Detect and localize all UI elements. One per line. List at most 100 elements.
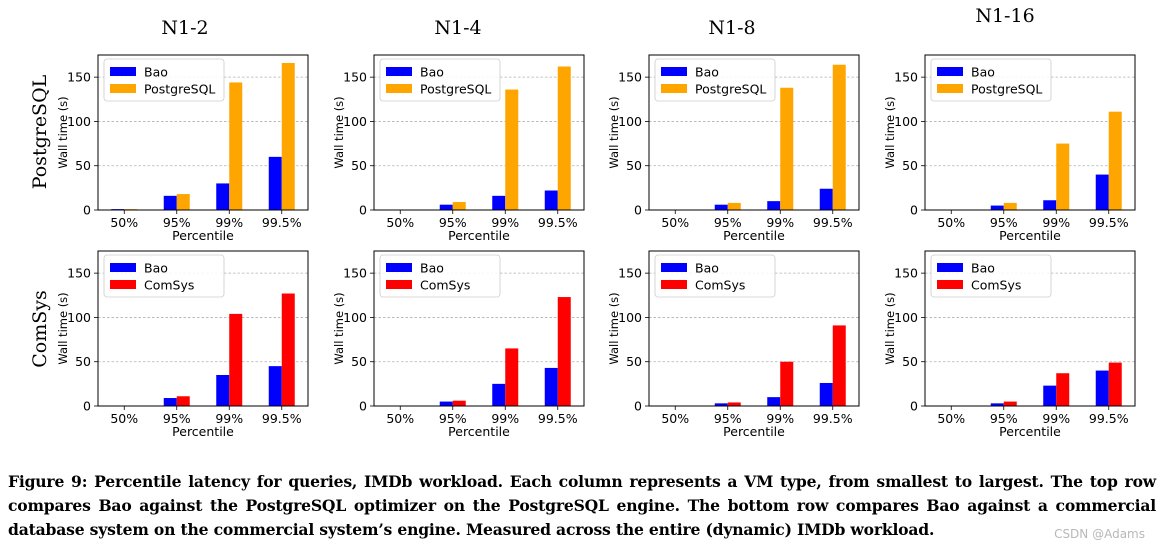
plot-frame [97, 54, 309, 211]
bar-bao-99% [767, 397, 781, 406]
bar-comsys-99% [229, 313, 243, 406]
x-tick-label: 50% [937, 411, 965, 426]
bar-bao-99.5% [544, 367, 558, 406]
legend-label-bao: Bao [971, 65, 995, 80]
column-title: N1-4 [434, 17, 481, 39]
legend-swatch-bao [937, 67, 963, 76]
chart-panel-postgresql-n1-2: 50% 95% 99% 99.5% 0 50 100 150 Percentile Wall ti… [56, 54, 309, 243]
legend-label-bao: Bao [420, 65, 444, 80]
legend-swatch-postgresql [661, 84, 687, 93]
chart-panel-comsys-n1-2: 50% 95% 99% 99.5% 0 50 100 150 Percentile Wall ti… [56, 250, 309, 439]
x-tick-label: 95% [714, 411, 742, 426]
bar-postgresql-99% [1056, 143, 1070, 210]
x-tick-label: 95% [439, 411, 467, 426]
bar-comsys-95% [1003, 401, 1017, 406]
y-tick-label: 0 [634, 399, 642, 414]
x-tick-label: 95% [714, 215, 742, 230]
x-tick-label: 99.5% [1089, 215, 1129, 230]
bar-bao-99.5% [819, 188, 833, 210]
x-tick-label: 50% [661, 411, 689, 426]
y-axis-label: Wall time (s) [607, 96, 621, 168]
bar-bao-99% [1043, 200, 1057, 210]
bar-postgresql-95% [176, 194, 190, 210]
row-label: ComSys [29, 290, 51, 368]
y-tick-label: 150 [67, 70, 91, 85]
legend-swatch-postgresql [110, 84, 136, 93]
legend-swatch-bao [110, 263, 136, 272]
bar-bao-99% [1043, 385, 1057, 406]
y-tick-label: 0 [634, 203, 642, 218]
bar-bao-99% [216, 375, 230, 406]
y-tick-label: 100 [894, 310, 918, 325]
bar-comsys-99% [780, 361, 794, 406]
y-tick-label: 150 [618, 266, 642, 281]
chart-panel-postgresql-n1-16: 50% 95% 99% 99.5% 0 50 100 150 Percentile Wall ti… [883, 54, 1136, 243]
bar-comsys-99.5% [281, 293, 295, 406]
x-axis-label: Percentile [448, 424, 510, 439]
x-axis-label: Percentile [172, 424, 234, 439]
legend-label-comsys: ComSys [144, 278, 194, 293]
watermark: CSDN @Adams [1054, 527, 1145, 541]
bar-bao-95% [714, 204, 728, 210]
chart-panel-postgresql-n1-4: 50% 95% 99% 99.5% 0 50 100 150 Percentile Wall ti… [332, 54, 585, 243]
x-tick-label: 50% [386, 215, 414, 230]
y-axis-label: Wall time (s) [56, 292, 70, 364]
bar-bao-95% [163, 398, 177, 406]
bar-postgresql-99.5% [281, 62, 295, 210]
y-axis-label: Wall time (s) [607, 292, 621, 364]
x-tick-label: 50% [937, 215, 965, 230]
legend-label-postgresql: PostgreSQL [420, 82, 491, 97]
bar-postgresql-99% [505, 89, 519, 210]
x-tick-label: 99% [215, 411, 243, 426]
y-axis-label: Wall time (s) [332, 96, 346, 168]
bar-postgresql-99.5% [1108, 111, 1122, 210]
x-tick-label: 50% [661, 215, 689, 230]
plot-frame [924, 250, 1136, 407]
x-tick-label: 99.5% [538, 215, 578, 230]
y-tick-label: 50 [351, 158, 367, 173]
y-tick-label: 0 [83, 203, 91, 218]
y-tick-label: 100 [894, 114, 918, 129]
bar-bao-99.5% [1095, 174, 1109, 210]
bar-bao-95% [439, 401, 453, 406]
legend-label-comsys: ComSys [971, 278, 1021, 293]
chart-panel-comsys-n1-16: 50% 95% 99% 99.5% 0 50 100 150 Percentile Wall ti… [883, 250, 1136, 439]
bar-comsys-99.5% [557, 297, 571, 406]
bar-bao-99.5% [819, 382, 833, 406]
x-tick-label: 99.5% [813, 411, 853, 426]
bar-comsys-95% [452, 400, 466, 406]
column-title: N1-2 [161, 17, 208, 39]
bar-bao-95% [990, 205, 1004, 210]
bar-postgresql-95% [727, 202, 741, 210]
plot-frame [373, 250, 585, 407]
legend-label-bao: Bao [695, 65, 719, 80]
legend-swatch-comsys [386, 280, 412, 289]
bar-comsys-99.5% [832, 325, 846, 406]
bar-bao-99.5% [268, 156, 282, 210]
x-axis-label: Percentile [999, 228, 1061, 243]
bar-postgresql-99.5% [832, 64, 846, 210]
y-tick-label: 100 [618, 310, 642, 325]
y-tick-label: 100 [618, 114, 642, 129]
x-tick-label: 99.5% [813, 215, 853, 230]
x-axis-label: Percentile [723, 228, 785, 243]
x-tick-label: 95% [990, 411, 1018, 426]
bar-comsys-99% [505, 348, 519, 406]
y-tick-label: 50 [75, 354, 91, 369]
y-tick-label: 0 [910, 203, 918, 218]
y-tick-label: 150 [343, 266, 367, 281]
legend-swatch-bao [937, 263, 963, 272]
x-tick-label: 99.5% [1089, 411, 1129, 426]
y-tick-label: 50 [902, 158, 918, 173]
y-tick-label: 0 [359, 203, 367, 218]
legend-label-comsys: ComSys [695, 278, 745, 293]
y-tick-label: 150 [894, 70, 918, 85]
legend-label-bao: Bao [695, 261, 719, 276]
bar-bao-99% [216, 183, 230, 210]
bar-comsys-99.5% [1108, 362, 1122, 406]
x-tick-label: 99.5% [262, 215, 302, 230]
chart-panel-comsys-n1-4: 50% 95% 99% 99.5% 0 50 100 150 Percentile Wall ti… [332, 250, 585, 439]
bar-bao-99% [492, 383, 506, 406]
bar-comsys-99% [1056, 373, 1070, 406]
x-tick-label: 50% [110, 411, 138, 426]
